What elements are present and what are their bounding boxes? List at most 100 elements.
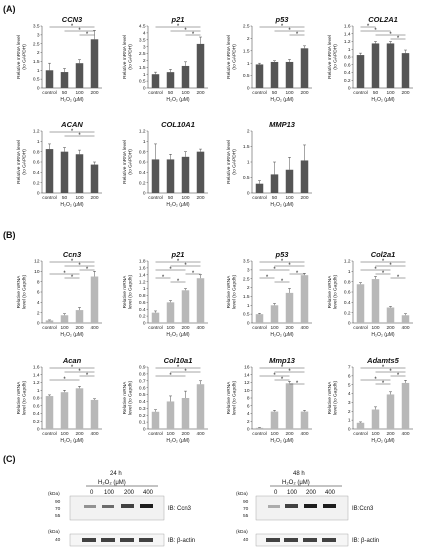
y-tick-label: 0.5 (33, 77, 40, 83)
bar (90, 276, 99, 323)
y-axis-label-line: (to GAPDH) (22, 149, 28, 175)
significance-star: * (382, 271, 385, 277)
y-tick-label: 1 (247, 303, 250, 309)
y-tick-label: 1 (348, 47, 351, 53)
y-tick-label: 0.5 (139, 79, 146, 85)
y-tick-label: 0.5 (243, 312, 250, 318)
lane-label: 200 (306, 490, 317, 496)
bar (255, 427, 264, 429)
x-tick-label: 50 (373, 90, 379, 96)
x-tick-label: control (252, 90, 266, 96)
bar (386, 307, 395, 323)
blot-band (322, 538, 336, 542)
significance-star: * (71, 129, 74, 135)
blot-treatment-label: H₂O₂ (μM) (98, 480, 126, 486)
x-tick-label: control (252, 325, 266, 331)
x-tick-label: 100 (181, 90, 189, 96)
y-axis-label-line: Relative mRNA (226, 381, 232, 415)
y-tick-label: 1.5 (139, 65, 146, 71)
x-tick-label: 200 (181, 325, 189, 331)
y-tick-label: 12 (244, 380, 250, 386)
bar (60, 392, 69, 429)
x-tick-label: 200 (300, 90, 308, 96)
y-axis-label-line: Relative mRNA level (16, 140, 22, 184)
kda-marker: 40 (243, 537, 249, 543)
lane-label: 0 (274, 490, 278, 496)
y-axis-label-line: Relative mRNA level (226, 140, 232, 184)
x-tick-label: 200 (90, 195, 98, 201)
y-tick-label: 10 (244, 388, 250, 394)
y-axis-label: Relative mRNA level(to GAPDH) (122, 140, 134, 184)
y-axis-label-line: (to GAPDH) (232, 44, 238, 70)
significance-star: * (192, 271, 195, 277)
kda-label: (kDa) (48, 491, 60, 497)
lane-label: 0 (90, 490, 94, 496)
y-tick-label: 0 (143, 191, 146, 197)
x-tick-label: 400 (401, 431, 409, 437)
chart-title: ACAN (60, 120, 83, 129)
bar (285, 292, 294, 323)
blot-band (139, 538, 153, 542)
y-tick-label: 0 (143, 86, 146, 92)
x-tick-label: 50 (272, 90, 278, 96)
y-tick-label: 0.8 (33, 396, 40, 402)
y-tick-label: 3 (143, 44, 146, 50)
bar (300, 275, 309, 323)
y-tick-label: 1.4 (344, 31, 351, 37)
bar (300, 411, 309, 429)
y-tick-label: 0.8 (344, 279, 351, 285)
x-tick-label: 50 (62, 90, 68, 96)
bar (90, 399, 99, 429)
y-axis-label-line: Relative mRNA level (226, 35, 232, 79)
bar (371, 409, 380, 429)
y-tick-label: 3 (247, 267, 250, 273)
y-axis-label: Relative mRNA level(to GAPDH) (122, 35, 134, 79)
bar-chart-mmp13: MMP13 0 0.5 1 1.5 2 Relative mRNA level(to GAP… (226, 120, 312, 208)
y-axis-label-line: level (to Gapdh) (333, 381, 339, 416)
bar-chart-p21: p21 00.511.522.533.544.5 Relative mRNA lev… (122, 15, 208, 103)
y-tick-label: 0.6 (139, 385, 146, 391)
significance-star: * (169, 267, 172, 273)
y-tick-label: 0 (37, 191, 40, 197)
significance-star: * (71, 259, 74, 265)
bar (75, 388, 84, 429)
x-axis-label: H₂O₂ (μM) (166, 97, 189, 103)
x-tick-label: 400 (90, 431, 98, 437)
x-tick-label: 50 (62, 195, 68, 201)
bar (255, 64, 264, 88)
x-tick-label: 200 (285, 325, 293, 331)
y-tick-label: 1.2 (139, 279, 146, 285)
y-axis-label: Relative mRNA level(to GAPDH) (226, 140, 238, 184)
x-tick-label: 100 (75, 90, 83, 96)
bar-chart-ccn3: Ccn3 0 2 4 6 8 10 12 Relative mRNAlevel (to Gapd… (16, 250, 102, 338)
x-tick-label: 50 (168, 195, 174, 201)
bar (45, 320, 54, 323)
significance-star: * (177, 259, 180, 265)
bar (181, 290, 190, 323)
chart-title: Acan (62, 356, 82, 365)
x-tick-label: 400 (196, 325, 204, 331)
y-tick-label: 0.4 (344, 70, 351, 76)
y-tick-label: 0.6 (33, 160, 40, 166)
bar (270, 174, 279, 193)
x-axis-label: H₂O₂ (μM) (166, 332, 189, 338)
x-tick-label: 400 (401, 325, 409, 331)
x-tick-label: control (148, 195, 162, 201)
blot-band (84, 505, 96, 508)
y-axis-label: Relative mRNA level(to GAPDH) (16, 35, 28, 79)
y-tick-label: 2.5 (139, 51, 146, 57)
bar-chart-p53: p53 0 0.5 1 1.5 2 2.5 3 3.5 Relative mRNAlevel (t… (226, 250, 312, 338)
x-axis-label: H₂O₂ (μM) (270, 438, 293, 444)
significance-star: * (389, 263, 392, 269)
y-axis-label: Relative mRNAlevel (to Gapdh) (122, 275, 134, 310)
blot-band (120, 538, 134, 542)
y-axis-label: Relative mRNA level(to GAPDH) (327, 35, 339, 79)
significance-star: * (63, 271, 66, 277)
y-tick-label: 0.7 (139, 378, 146, 384)
significance-star: * (184, 263, 187, 269)
bar (356, 422, 365, 429)
blot-actin-image (69, 533, 165, 547)
x-tick-label: 200 (300, 195, 308, 201)
y-axis-label-line: (to GAPDH) (128, 44, 134, 70)
y-axis-label-line: level (to Gapdh) (232, 381, 238, 416)
